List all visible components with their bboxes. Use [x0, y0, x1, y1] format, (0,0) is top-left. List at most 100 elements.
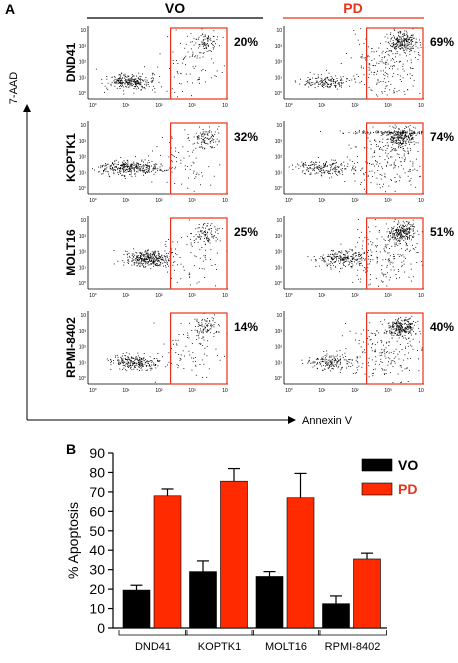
- flow-event-dot: [315, 260, 317, 262]
- flow-event-dot: [348, 258, 350, 260]
- flow-event-dot: [415, 135, 417, 136]
- flow-event-dot: [390, 51, 392, 52]
- flow-event-dot: [356, 361, 358, 362]
- flow-event-dot: [332, 168, 334, 170]
- flow-event-dot: [152, 89, 153, 91]
- flow-event-dot: [159, 257, 160, 259]
- flow-event-dot: [403, 38, 405, 40]
- flow-event-dot: [375, 160, 376, 161]
- flow-event-dot: [405, 41, 407, 43]
- flow-event-dot: [345, 168, 347, 170]
- flow-event-dot: [193, 236, 195, 238]
- flow-event-dot: [355, 81, 356, 83]
- flow-event-dot: [198, 44, 200, 46]
- flow-event-dot: [374, 172, 376, 174]
- flow-event-dot: [336, 361, 338, 363]
- flow-event-dot: [321, 80, 323, 82]
- flow-event-dot: [356, 275, 358, 277]
- flow-event-dot: [399, 331, 401, 333]
- flow-event-dot: [391, 360, 393, 362]
- flow-event-dot: [211, 44, 213, 46]
- flow-event-dot: [333, 261, 335, 263]
- flow-event-dot: [123, 175, 125, 176]
- flow-event-dot: [172, 161, 174, 163]
- flow-event-dot: [202, 41, 204, 43]
- flow-event-dot: [144, 259, 146, 260]
- flow-event-dot: [399, 54, 401, 56]
- flow-event-dot: [343, 256, 345, 258]
- flow-event-dot: [332, 254, 334, 255]
- flow-event-dot: [408, 142, 410, 143]
- flow-event-dot: [367, 337, 368, 339]
- flow-event-dot: [338, 83, 340, 85]
- flow-event-dot: [352, 254, 354, 256]
- flow-event-dot: [128, 361, 129, 363]
- flow-event-dot: [406, 45, 408, 47]
- flow-event-dot: [164, 366, 166, 368]
- flow-event-dot: [319, 258, 321, 259]
- flow-event-dot: [405, 326, 406, 328]
- flow-event-dot: [146, 365, 148, 366]
- flow-event-dot: [217, 36, 218, 38]
- flow-event-dot: [201, 70, 203, 72]
- flow-event-dot: [123, 171, 125, 172]
- flow-event-dot: [400, 136, 402, 138]
- flow-event-dot: [198, 343, 200, 345]
- flow-event-dot: [138, 166, 140, 167]
- flow-event-dot: [323, 80, 325, 81]
- flow-event-dot: [357, 76, 359, 77]
- flow-event-dot: [134, 173, 136, 174]
- flow-event-dot: [323, 87, 325, 89]
- flow-event-dot: [399, 175, 401, 177]
- flow-event-dot: [322, 256, 323, 258]
- flow-plot-events: [301, 315, 423, 384]
- flow-event-dot: [142, 263, 143, 265]
- flow-event-dot: [212, 135, 214, 137]
- flow-event-dot: [399, 232, 401, 233]
- flow-event-dot: [376, 50, 378, 52]
- flow-event-dot: [134, 262, 136, 264]
- flow-event-dot: [405, 327, 407, 329]
- flow-event-dot: [409, 249, 411, 251]
- flow-event-dot: [129, 364, 131, 366]
- flow-event-dot: [104, 169, 106, 171]
- flow-event-dot: [394, 230, 396, 231]
- flow-event-dot: [325, 365, 326, 367]
- flow-event-dot: [381, 91, 383, 93]
- flow-event-dot: [197, 137, 198, 139]
- flow-event-dot: [371, 343, 373, 345]
- flow-event-dot: [377, 95, 379, 97]
- flow-event-dot: [193, 172, 194, 174]
- flow-event-dot: [139, 264, 141, 266]
- flow-event-dot: [340, 256, 342, 258]
- flow-event-dot: [192, 352, 194, 354]
- flow-event-dot: [363, 57, 365, 59]
- flow-event-dot: [171, 160, 172, 162]
- flow-event-dot: [393, 258, 395, 260]
- flow-event-dot: [321, 81, 323, 83]
- flow-event-dot: [196, 282, 198, 284]
- flow-event-dot: [408, 276, 410, 278]
- flow-event-dot: [202, 232, 204, 234]
- flow-event-dot: [399, 60, 401, 62]
- flow-event-dot: [341, 170, 343, 171]
- flow-event-dot: [201, 172, 203, 174]
- flow-event-dot: [195, 55, 197, 57]
- flow-event-dot: [377, 341, 378, 343]
- flow-event-dot: [219, 325, 220, 327]
- flow-event-dot: [397, 245, 399, 246]
- flow-event-dot: [339, 360, 341, 362]
- flow-event-dot: [193, 136, 195, 138]
- flow-event-dot: [131, 369, 133, 371]
- flow-event-dot: [164, 250, 166, 252]
- flow-event-dot: [142, 365, 144, 367]
- flow-event-dot: [396, 320, 398, 322]
- flow-event-dot: [387, 244, 389, 246]
- flow-event-dot: [405, 52, 406, 54]
- flow-event-dot: [365, 38, 367, 40]
- flow-event-dot: [139, 253, 141, 254]
- flow-event-dot: [212, 140, 214, 142]
- flow-event-dot: [409, 129, 411, 131]
- flow-event-dot: [400, 132, 401, 134]
- flow-event-dot: [351, 256, 353, 258]
